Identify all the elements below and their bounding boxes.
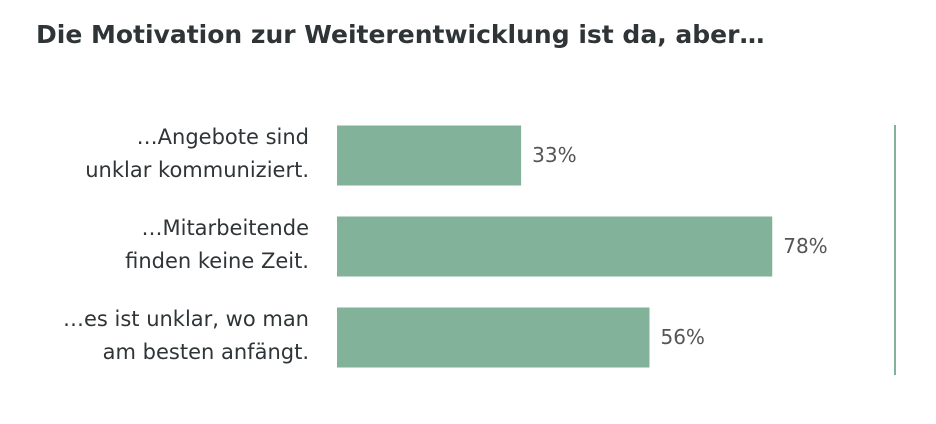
chart-title: Die Motivation zur Weiterentwicklung ist…: [36, 20, 765, 49]
bar: [337, 216, 773, 277]
category-label: …Angebote sind unklar kommuniziert.: [85, 124, 309, 182]
value-label: 56%: [660, 324, 705, 349]
bar: [337, 125, 522, 186]
bar: [337, 307, 650, 368]
category-label: …Mitarbeitende finden keine Zeit.: [125, 215, 309, 273]
value-label: 78%: [783, 233, 828, 258]
value-label: 33%: [532, 142, 577, 167]
category-label: …es ist unklar, wo man am besten anfängt…: [62, 306, 309, 364]
